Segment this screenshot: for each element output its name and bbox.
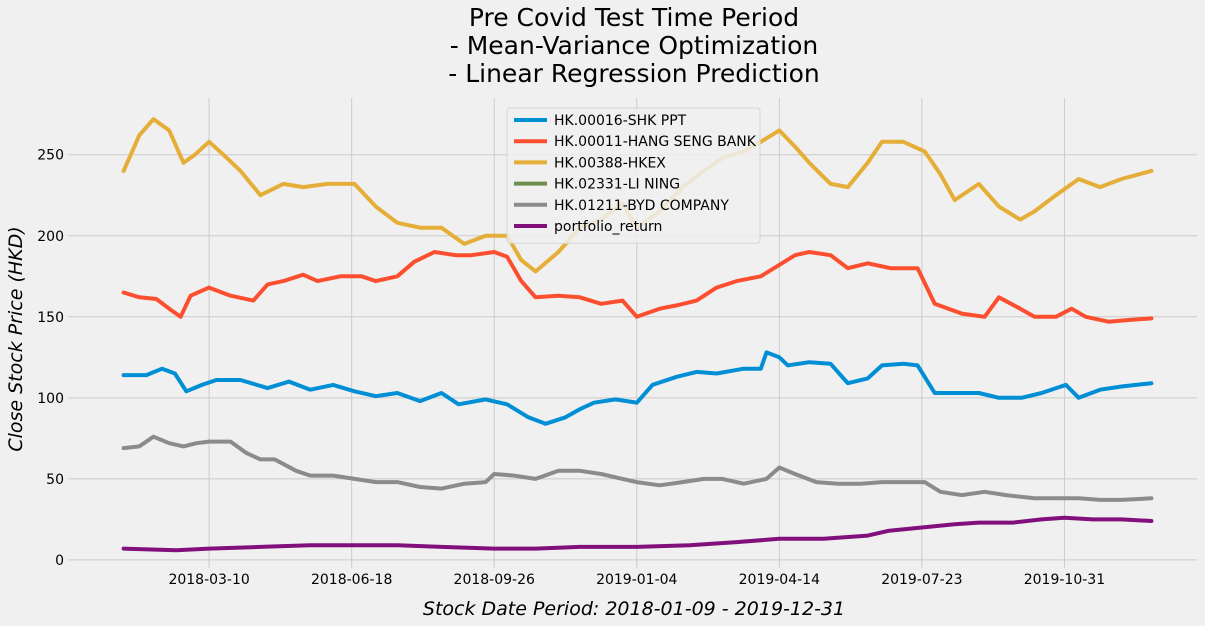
legend-box bbox=[506, 107, 761, 244]
legend-entry: HK.00011-HANG SENG BANK bbox=[554, 134, 757, 150]
y-tick-label: 50 bbox=[46, 472, 64, 488]
legend: HK.00016-SHK PPT HK.00011-HANG SENG BANK H… bbox=[506, 107, 761, 244]
chart-title-line: - Mean-Variance Optimization bbox=[450, 31, 819, 60]
x-tick-label: 2019-07-23 bbox=[881, 572, 962, 588]
y-tick-label: 0 bbox=[55, 553, 64, 569]
x-tick-label: 2019-01-04 bbox=[596, 572, 677, 588]
y-axis-label: Close Stock Price (HKD) bbox=[5, 226, 27, 451]
series-line-hk-01211-byd-company bbox=[121, 434, 1154, 502]
x-tick-label: 2019-04-14 bbox=[739, 572, 820, 588]
chart-title: Pre Covid Test Time Period- Mean-Varianc… bbox=[448, 3, 820, 88]
x-tick-label: 2019-10-31 bbox=[1024, 572, 1105, 588]
legend-entry: HK.02331-LI NING bbox=[554, 177, 680, 193]
x-tick-label: 2018-03-10 bbox=[168, 572, 249, 588]
chart-title-line: Pre Covid Test Time Period bbox=[469, 3, 799, 32]
x-tick-label: 2018-06-18 bbox=[311, 572, 392, 588]
y-tick-label: 100 bbox=[37, 391, 64, 407]
chart-title-line: - Linear Regression Prediction bbox=[448, 59, 820, 88]
x-axis-label: Stock Date Period: 2018-01-09 - 2019-12-… bbox=[423, 598, 845, 620]
legend-entry: HK.00388-HKEX bbox=[554, 155, 666, 171]
legend-entry: portfolio_return bbox=[554, 219, 662, 235]
y-tick-label: 200 bbox=[37, 229, 64, 245]
legend-entry: HK.01211-BYD COMPANY bbox=[554, 198, 729, 214]
series-line-portfolio-return bbox=[121, 515, 1154, 553]
series-line-hk-00016-shk-ppt bbox=[121, 350, 1154, 426]
x-axis-ticks: 2018-03-10 2018-06-18 2018-09-26 2019-01-04… bbox=[168, 572, 1105, 588]
x-tick-label: 2018-09-26 bbox=[454, 572, 535, 588]
y-axis-ticks: 0 50 100 150 200 250 bbox=[37, 148, 64, 569]
series-line-hk-00011-hang-seng-bank bbox=[121, 250, 1154, 324]
y-tick-label: 150 bbox=[37, 310, 64, 326]
y-tick-label: 250 bbox=[37, 148, 64, 164]
legend-entry: HK.00016-SHK PPT bbox=[554, 113, 687, 129]
